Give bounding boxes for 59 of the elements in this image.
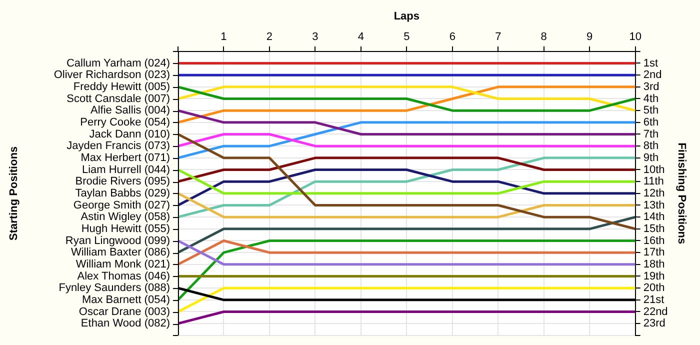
x-tick-label: 7 [495, 30, 502, 43]
y-tick-label: 3rd [643, 80, 660, 93]
y-tick-label: 20th [643, 282, 665, 294]
x-tick-label: 1 [220, 30, 227, 43]
text: Callum Yarham (024) [66, 57, 170, 70]
text: Liam Hurrell (044) [82, 164, 170, 176]
y-tick-label: 18th [643, 258, 665, 270]
y-tick-label: 7th [643, 128, 659, 140]
y-tick-label: 6th [643, 116, 659, 128]
y-tick-label: 2nd [643, 69, 662, 82]
text: Jayden Francis (073) [66, 140, 170, 152]
x-tick-label: 4 [358, 30, 364, 43]
y-tick-label: 4th [643, 92, 659, 105]
y-tick-label: 15th [643, 222, 665, 235]
text: Starting Positions [8, 146, 20, 240]
text: Astin Wigley (058) [80, 211, 170, 224]
y-tick-label: 1st [643, 57, 658, 70]
text: Jack Dann (010) [89, 128, 170, 140]
text: Perry Cooke (054) [80, 116, 170, 128]
text: Taylan Babbs (029) [75, 187, 170, 200]
x-tick-label: 5 [404, 30, 410, 43]
text: Ethan Wood (082) [80, 318, 170, 330]
y-tick-label: 10th [643, 164, 665, 176]
text: Hugh Hewitt (055) [81, 222, 170, 235]
text: Scott Cansdale (007) [66, 92, 170, 105]
text: Brodie Rivers (095) [75, 176, 170, 188]
x-tick-label: 6 [449, 30, 456, 43]
text: Alfie Sallis (004) [90, 104, 170, 117]
text: Ryan Lingwood (099) [65, 234, 170, 247]
y-tick-label: 23rd [643, 318, 666, 330]
text: Oliver Richardson (023) [54, 69, 170, 82]
y-axis-title: Finishing Positions [675, 142, 688, 244]
x-tick-label: 9 [586, 30, 593, 43]
y-tick-label: 16th [643, 234, 665, 247]
text: Freddy Hewitt (005) [73, 80, 170, 93]
text: Fynley Saunders (088) [58, 282, 170, 294]
y-tick-label: 13th [643, 199, 665, 212]
x-tick-label: 3 [312, 30, 318, 43]
x-axis-title: Laps [394, 10, 420, 23]
y-tick-label: 12th [643, 187, 665, 200]
text: William Baxter (086) [70, 246, 170, 259]
y-tick-label: 21st [643, 294, 664, 306]
y-tick-label: 11th [643, 176, 664, 188]
text: Alex Thomas (046) [77, 270, 170, 282]
x-tick-label: 8 [540, 30, 547, 43]
y-tick-label: 17th [643, 246, 665, 259]
y-tick-label: 14th [643, 211, 665, 224]
text: Max Barnett (054) [82, 294, 170, 306]
text: Max Herbert (071) [80, 152, 170, 164]
x-tick-label: 2 [266, 30, 273, 43]
text: Oscar Drane (003) [78, 306, 170, 318]
y-tick-label: 8th [643, 140, 659, 152]
y-tick-label: 5th [643, 104, 659, 117]
y-tick-label: 9th [643, 152, 659, 164]
y-tick-label: 19th [643, 270, 665, 282]
y-tick-label: 22nd [643, 306, 668, 318]
text: George Smith (027) [73, 199, 170, 212]
text: William Monk (021) [76, 258, 170, 270]
x-tick-label: 10 [629, 30, 642, 43]
